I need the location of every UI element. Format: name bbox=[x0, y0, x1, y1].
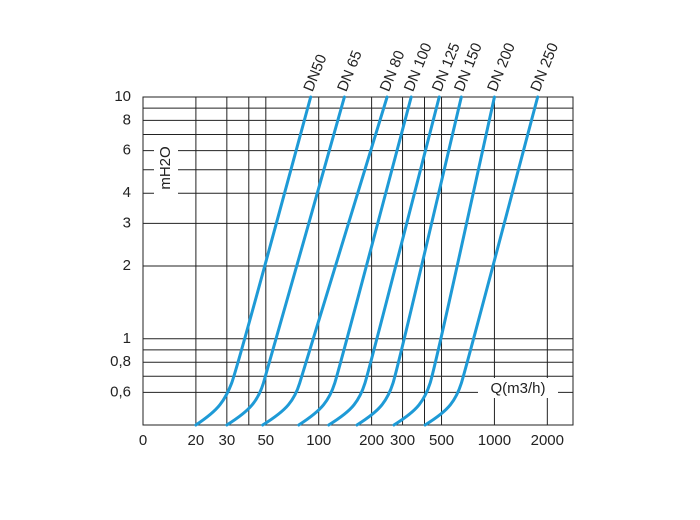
series-line bbox=[261, 95, 389, 427]
y-tick-label: 0,8 bbox=[110, 353, 131, 370]
x-tick-label: 50 bbox=[257, 432, 274, 449]
y-tick-label: 10 bbox=[114, 88, 131, 105]
y-axis-label: mH2O bbox=[157, 146, 174, 189]
series-line bbox=[392, 95, 496, 427]
y-label-bg bbox=[154, 140, 178, 196]
x-tick-label: 1000 bbox=[478, 432, 511, 449]
series-line bbox=[297, 95, 413, 427]
series-line bbox=[423, 95, 540, 427]
x-label-bg bbox=[478, 378, 558, 398]
y-tick-label: 0,6 bbox=[110, 383, 131, 400]
series-line bbox=[194, 95, 313, 427]
x-tick-label: 20 bbox=[188, 432, 205, 449]
x-tick-label: 100 bbox=[306, 432, 331, 449]
y-tick-label: 6 bbox=[123, 142, 131, 159]
x-tick-label: 500 bbox=[429, 432, 454, 449]
y-tick-label: 1 bbox=[123, 330, 131, 347]
series-line bbox=[355, 95, 463, 427]
y-tick-label: 2 bbox=[123, 257, 131, 274]
y-tick-label: 4 bbox=[123, 184, 131, 201]
x-tick-label: 300 bbox=[390, 432, 415, 449]
y-tick-label: 3 bbox=[123, 214, 131, 231]
series-line bbox=[225, 95, 346, 427]
series-line bbox=[327, 95, 441, 427]
x-tick-label: 30 bbox=[218, 432, 235, 449]
x-tick-label: 2000 bbox=[531, 432, 564, 449]
y-tick-label: 8 bbox=[123, 111, 131, 128]
x-tick-label: 200 bbox=[359, 432, 384, 449]
x-axis-label: Q(m3/h) bbox=[490, 380, 545, 397]
x-tick-label: 0 bbox=[139, 432, 147, 449]
